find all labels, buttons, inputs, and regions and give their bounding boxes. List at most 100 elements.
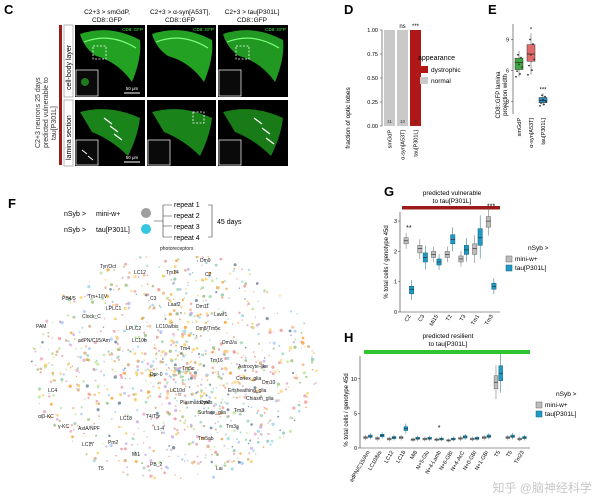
umap-point [179,477,182,479]
g-title-2: to tau[P301L] [433,198,472,205]
umap-point [224,353,227,355]
f-nsyb-2: nSyb > [64,227,86,234]
umap-point [82,310,86,313]
umap-point [121,313,124,316]
umap-point [159,392,162,395]
f-swatch-mini [141,208,151,218]
umap-point [251,378,255,382]
umap-point [69,344,73,347]
umap-point [93,393,96,397]
umap-point [279,358,283,362]
e-point [521,66,523,69]
umap-point [210,390,214,394]
umap-point [160,467,163,470]
umap-point [247,302,250,305]
umap-point [272,331,274,333]
umap-point [255,370,258,374]
umap-point [190,367,194,371]
panel-label-d: D [344,2,353,17]
umap-cluster-label: LPLC2 [126,326,142,332]
umap-point [71,435,74,439]
umap-point [201,378,203,381]
umap-point [219,342,223,346]
umap-point [189,423,193,427]
umap-point [244,346,247,349]
umap-point [80,406,83,409]
e-point [527,73,529,76]
umap-point [52,321,54,323]
panel-h-chart: predicted resilient to tau[P301L] % tota… [344,333,577,483]
umap-point [80,412,83,416]
umap-point [189,311,193,315]
umap-point [84,345,88,348]
umap-point [150,364,154,368]
g-title-1: predicted vulnerable [423,190,482,197]
umap-point [208,272,211,275]
umap-point [195,391,198,394]
d-legend-swatch-normal [420,77,428,84]
col-title-1b: CD8::GFP [92,17,122,24]
umap-point [127,301,131,306]
umap-point [48,392,50,395]
umap-point [185,287,187,290]
umap-point [71,440,74,442]
umap-point [152,369,155,371]
umap-point [260,367,263,370]
channel-label-3: CD8::GFP [265,27,286,32]
g-legend-swatch-tau [505,264,513,272]
umap-point [181,382,185,386]
umap-point [124,414,127,417]
umap-point [129,377,131,380]
umap-point [175,340,179,344]
umap-point [152,449,155,453]
umap-point [232,350,236,353]
umap-point [175,368,177,371]
umap-point [87,396,90,399]
umap-point [83,351,87,355]
umap-point [136,359,140,363]
umap-point [205,387,207,389]
umap-point [78,371,81,374]
g-xtick-label: C3 [418,314,427,323]
e-point [540,102,542,104]
g-box [409,285,415,295]
d-y-ticks: 0.00 0.25 0.50 0.75 1.00 [367,28,382,130]
g-xtick-label: Tm1 [470,314,481,327]
umap-point [151,424,155,427]
umap-point [148,469,151,472]
umap-point [267,422,269,425]
g-box [477,228,483,246]
umap-point [202,392,206,396]
umap-cluster-label: Tyr/Oct [100,264,117,270]
umap-point [186,459,189,462]
umap-cluster-label: LC4 [48,388,57,394]
umap-point [209,384,212,386]
umap-point [162,350,165,353]
umap-point [220,437,224,441]
umap-point [249,439,252,442]
umap-point [248,452,251,455]
umap-point [172,298,175,301]
umap-point [175,393,177,396]
d-x-labels: smGdP α-syn[A53T] tau[P301L] [388,130,420,160]
umap-point [242,354,245,357]
umap-point [168,367,171,370]
e-y-ticks: 3 6 9 [506,38,513,106]
umap-point [257,391,260,393]
umap-point [236,352,239,355]
umap-point [224,401,226,404]
umap-point [134,452,137,454]
umap-point [112,330,114,332]
row-label-cell-body: cell-body layer [66,44,73,90]
umap-point [113,269,116,271]
g-boxes: ***** [403,204,497,300]
umap-point [184,292,188,295]
umap-point [110,396,114,400]
umap-point [98,338,101,340]
umap-point [241,280,244,283]
umap-point [168,375,171,377]
umap-point [174,474,176,476]
umap-point [169,343,173,346]
umap-point [126,414,130,418]
umap-point [104,302,107,305]
